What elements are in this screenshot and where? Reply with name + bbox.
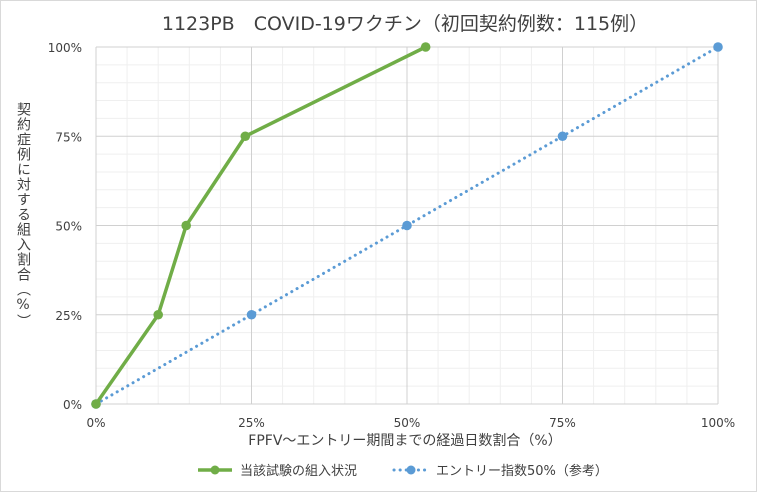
y-tick-label: 100% — [48, 41, 82, 55]
x-tick-label: 75% — [549, 416, 576, 430]
x-tick-label: 50% — [394, 416, 421, 430]
series-1-point — [420, 42, 431, 52]
series-layer — [91, 42, 723, 409]
legend-marker-2 — [406, 465, 416, 475]
legend-label-1: 当該試験の組入状況 — [240, 463, 357, 479]
legend-marker-1 — [210, 465, 220, 475]
x-tick-label: 100% — [701, 416, 735, 430]
series-1-point — [240, 131, 251, 142]
series-2-point — [557, 131, 568, 142]
x-tick-label: 0% — [86, 416, 105, 430]
series-1-point — [181, 220, 191, 231]
series-2-point — [713, 42, 723, 52]
series-2-point — [246, 309, 257, 320]
y-tick-label: 25% — [55, 309, 82, 323]
series-1-point — [91, 399, 101, 409]
y-tick-label: 50% — [55, 220, 82, 234]
chart-title: 1123PB COVID-19ワクチン（初回契約例数：115例） — [162, 13, 648, 35]
series-1-point — [153, 309, 163, 320]
y-tick-label: 0% — [63, 398, 82, 412]
series-2-point — [402, 220, 412, 231]
y-axis-ticks: 0% 25% 50% 75% 100% — [48, 41, 82, 412]
legend-label-2: エントリー指数50%（参考） — [436, 463, 608, 479]
legend: 当該試験の組入状況 エントリー指数50%（参考） — [198, 463, 608, 479]
x-axis-label: FPFV～エントリー期間までの経過日数割合（%） — [248, 432, 561, 449]
y-axis-label: 契約症例に対する組入割合（%） — [15, 102, 31, 329]
y-tick-label: 75% — [55, 130, 82, 144]
x-axis-ticks: 0% 25% 50% 75% 100% — [86, 416, 735, 430]
x-tick-label: 25% — [238, 416, 265, 430]
